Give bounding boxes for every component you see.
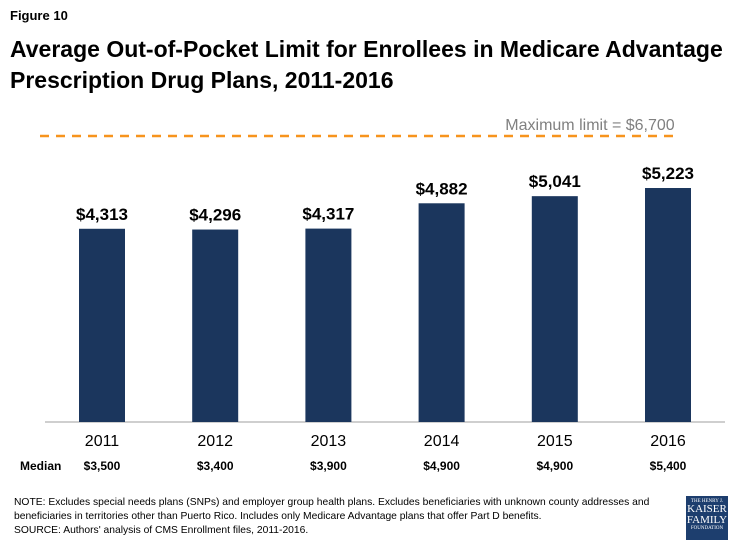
bar-2016: [645, 188, 691, 422]
data-label: $4,313: [76, 205, 128, 224]
median-value: $3,900: [310, 459, 347, 473]
median-value: $3,400: [197, 459, 234, 473]
logo-line1: THE HENRY J.: [690, 499, 724, 504]
data-label: $4,882: [416, 179, 468, 198]
x-tick-label: 2013: [311, 433, 347, 450]
logo-line4: FOUNDATION: [690, 526, 724, 531]
note-text: NOTE: Excludes special needs plans (SNPs…: [14, 497, 650, 522]
logo-line3: FAMILY: [686, 514, 728, 526]
median-value: $4,900: [536, 459, 573, 473]
figure-label: Figure 10: [10, 8, 68, 23]
median-value: $4,900: [423, 459, 460, 473]
x-tick-label: 2015: [537, 433, 573, 450]
data-label: $4,296: [189, 206, 241, 225]
bar-2015: [531, 196, 578, 422]
logo-line2: KAISER: [687, 503, 727, 515]
x-tick-label: 2012: [197, 433, 233, 450]
x-tick-label: 2011: [85, 433, 120, 450]
kff-logo: THE HENRY J. KAISER FAMILY FOUNDATION: [686, 496, 728, 540]
bar-2012: [192, 229, 239, 422]
bar-2014: [418, 203, 465, 422]
bar-2013: [305, 228, 352, 422]
bar-2011: [79, 228, 125, 422]
x-tick-label: 2016: [650, 433, 686, 450]
data-label: $5,041: [529, 172, 581, 191]
data-label: $5,223: [642, 164, 694, 183]
x-tick-label: 2014: [424, 433, 460, 450]
median-value: $5,400: [650, 459, 687, 473]
median-value: $3,500: [84, 459, 121, 473]
data-label: $4,317: [302, 205, 354, 224]
source-text: SOURCE: Authors' analysis of CMS Enrollm…: [14, 525, 309, 536]
median-label: Median: [20, 459, 61, 473]
max-limit-label: Maximum limit = $6,700: [505, 117, 674, 134]
bar-chart: Maximum limit = $6,700 $4,313 2011 $3,500 $4…: [20, 117, 725, 473]
footnote: NOTE: Excludes special needs plans (SNPs…: [14, 496, 684, 538]
chart-title: Average Out-of-Pocket Limit for Enrollee…: [10, 36, 723, 93]
